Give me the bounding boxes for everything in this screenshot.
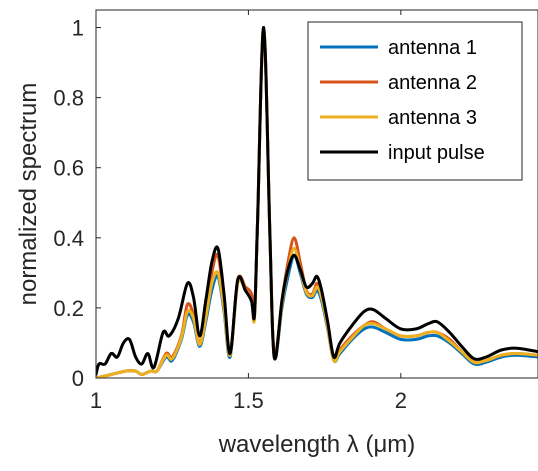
x-axis-label: wavelength λ (μm) xyxy=(218,431,416,458)
x-tick-label: 1 xyxy=(90,388,102,413)
y-tick-label: 0 xyxy=(72,366,84,391)
legend-label: antenna 2 xyxy=(388,72,477,94)
legend-label: antenna 1 xyxy=(388,37,477,59)
plot-series xyxy=(96,25,538,378)
y-tick-label: 0.6 xyxy=(53,156,84,181)
y-tick-label: 0.8 xyxy=(53,86,84,111)
y-tick-label: 1 xyxy=(72,16,84,41)
y-tick-label: 0.2 xyxy=(53,296,84,321)
x-tick-label: 2 xyxy=(395,388,407,413)
axis-ticks: 1 1.5 2 0 0.2 0.4 0.6 0.8 1 xyxy=(53,10,407,413)
y-tick-label: 0.4 xyxy=(53,226,84,251)
x-tick-label: 1.5 xyxy=(233,388,264,413)
axes-frame xyxy=(95,9,538,379)
legend-label: antenna 3 xyxy=(388,107,477,129)
legend: antenna 1 antenna 2 antenna 3 input pulse xyxy=(307,21,523,181)
y-axis-label: normalized spectrum xyxy=(15,83,42,306)
legend-label: input pulse xyxy=(388,142,485,164)
series-line-4 xyxy=(96,25,538,376)
